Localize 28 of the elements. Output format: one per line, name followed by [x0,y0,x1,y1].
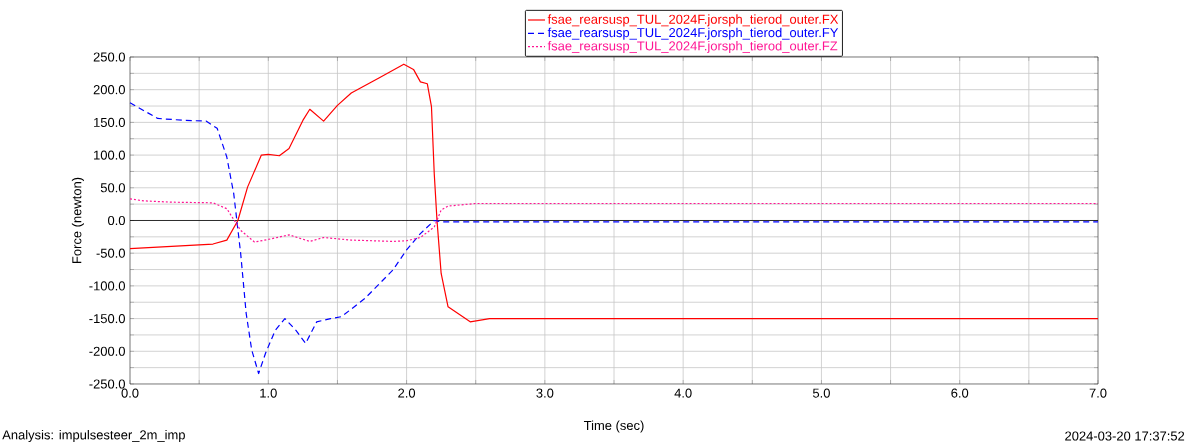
legend-label: fsae_rearsusp_TUL_2024F.jorsph_tierod_outer.FY [547,27,839,40]
x-tick-label: 7.0 [1089,388,1107,398]
line-series [129,102,1099,375]
x-tick-label: 4.0 [674,388,692,398]
line-series [129,198,1099,243]
y-tick-label: -100.0 [89,281,125,291]
y-axis-title: Force (newton) [71,177,84,263]
x-tick-label: 1.0 [260,388,277,398]
y-tick-label: 100.0 [94,150,125,160]
text: 2024-03-20 17:37:52 [1065,431,1185,441]
x-tick-label: 2.0 [398,388,416,398]
x-tick-label: 6.0 [951,388,969,398]
legend-label: fsae_rearsusp_TUL_2024F.jorsph_tierod_outer.FZ [547,40,838,54]
legend-label: fsae_rearsusp_TUL_2024F.jorsph_tierod_outer.FX [547,14,839,27]
x-tick-label: 5.0 [812,388,830,398]
text: Analysis: impulsesteer_2m_imp [2,429,185,443]
y-tick-label: 0.0 [107,215,125,226]
y-tick-label: -200.0 [89,346,125,356]
y-tick-label: 200.0 [93,85,125,95]
y-tick-label: 150.0 [94,117,125,127]
y-tick-label: -250.0 [89,379,125,389]
x-tick-label: 3.0 [536,388,554,398]
y-tick-label: -50.0 [96,248,125,258]
x-axis-title: Time (sec) [583,420,644,433]
x-tick-label: 0.0 [121,388,139,398]
y-tick-label: 250.0 [93,52,125,62]
y-tick-label: -150.0 [89,314,125,324]
y-tick-label: 50.0 [100,183,125,193]
